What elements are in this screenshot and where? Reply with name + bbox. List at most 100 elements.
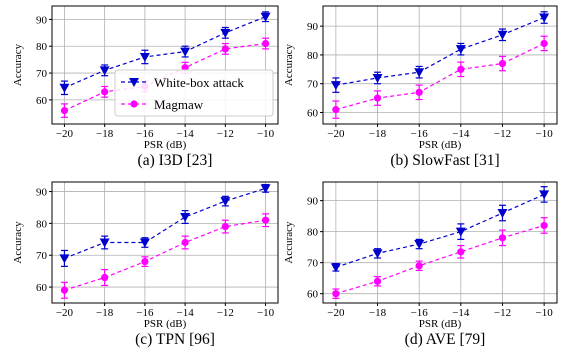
x-tick-label: −12 <box>217 307 234 319</box>
y-axis-label: Accuracy <box>12 221 24 264</box>
data-point <box>415 88 423 96</box>
data-point <box>330 263 341 273</box>
caption-c: (c) TPN [96] <box>135 331 215 348</box>
legend-label: White-box attack <box>154 75 244 90</box>
series-line <box>335 224 545 295</box>
data-point <box>372 249 383 259</box>
y-tick-label: 90 <box>307 21 319 33</box>
axes-frame <box>51 181 279 304</box>
y-tick-label: 60 <box>36 95 48 107</box>
y-tick-label: 80 <box>307 227 319 239</box>
data-point <box>498 234 507 242</box>
series-line <box>64 219 266 291</box>
x-tick-label: −12 <box>494 307 511 319</box>
y-tick-label: 60 <box>307 107 319 119</box>
data-point <box>99 238 110 248</box>
y-tick-label: 70 <box>307 79 319 91</box>
axes-frame <box>322 181 558 304</box>
data-point <box>180 213 191 223</box>
x-tick-label: −18 <box>96 307 114 319</box>
y-tick-label: 60 <box>36 282 48 294</box>
data-point <box>415 262 423 270</box>
y-axis-label: Accuracy <box>12 43 24 86</box>
y-axis-label: Accuracy <box>283 43 295 86</box>
data-point <box>141 258 149 266</box>
data-point <box>539 190 550 200</box>
data-point <box>261 39 270 48</box>
data-point <box>260 12 271 22</box>
data-point <box>221 222 229 231</box>
data-point <box>260 184 271 194</box>
data-point <box>540 221 548 230</box>
data-point <box>373 94 382 102</box>
data-point <box>99 66 110 76</box>
series-line <box>335 42 545 111</box>
data-point <box>372 73 383 83</box>
data-point <box>373 277 382 285</box>
x-tick-label: −16 <box>136 307 154 319</box>
series-line <box>335 16 545 86</box>
data-point <box>181 238 189 247</box>
x-tick-label: −14 <box>452 307 470 319</box>
data-point <box>60 106 69 115</box>
legend-swatch-marker <box>130 100 138 108</box>
x-tick-label: −18 <box>369 307 387 319</box>
series-line <box>64 187 266 259</box>
x-axis-label: PSR (dB) <box>419 318 462 330</box>
x-tick-label: −16 <box>411 128 429 140</box>
data-point <box>261 216 270 224</box>
data-point <box>539 13 550 23</box>
data-point <box>59 83 70 93</box>
y-tick-label: 90 <box>36 187 48 199</box>
x-tick-label: −12 <box>217 128 234 140</box>
x-tick-label: −12 <box>494 128 511 140</box>
y-tick-label: 90 <box>307 196 319 208</box>
data-point <box>498 59 507 68</box>
legend-label: Magmaw <box>154 97 204 112</box>
data-point <box>101 88 109 96</box>
data-point <box>139 238 150 248</box>
data-point <box>540 39 548 48</box>
x-tick-label: −10 <box>536 307 554 319</box>
caption-a: (a) I3D [23] <box>137 152 213 169</box>
data-point <box>60 286 69 294</box>
data-point <box>139 52 150 62</box>
data-point <box>332 106 340 114</box>
x-tick-label: −14 <box>452 128 470 140</box>
legend-swatch-marker <box>129 78 139 87</box>
x-tick-label: −10 <box>257 307 275 319</box>
y-tick-label: 70 <box>307 258 319 270</box>
y-tick-label: 90 <box>36 14 48 26</box>
data-point <box>180 47 191 57</box>
data-point <box>181 64 189 72</box>
x-tick-label: −14 <box>177 128 195 140</box>
x-axis-label: PSR (dB) <box>419 139 462 151</box>
y-tick-label: 80 <box>36 41 48 53</box>
data-point <box>457 248 465 256</box>
data-point <box>455 227 466 237</box>
x-axis-label: PSR (dB) <box>144 318 187 330</box>
data-point <box>220 28 231 38</box>
y-tick-label: 80 <box>36 218 48 230</box>
y-tick-label: 70 <box>36 250 48 262</box>
x-tick-label: −20 <box>327 128 345 140</box>
data-point <box>332 290 340 298</box>
x-tick-label: −14 <box>177 307 195 319</box>
x-tick-label: −16 <box>136 128 154 140</box>
axes-frame <box>322 5 558 125</box>
data-point <box>414 68 425 78</box>
y-tick-label: 60 <box>307 289 319 301</box>
data-point <box>59 254 70 264</box>
x-tick-label: −18 <box>369 128 387 140</box>
data-point <box>457 65 465 73</box>
axes-frame <box>51 5 279 125</box>
caption-d: (d) AVE [79] <box>404 331 486 348</box>
data-point <box>220 197 231 207</box>
data-point <box>221 45 229 53</box>
data-point <box>497 30 508 40</box>
data-point <box>330 81 341 91</box>
x-tick-label: −10 <box>257 128 275 140</box>
